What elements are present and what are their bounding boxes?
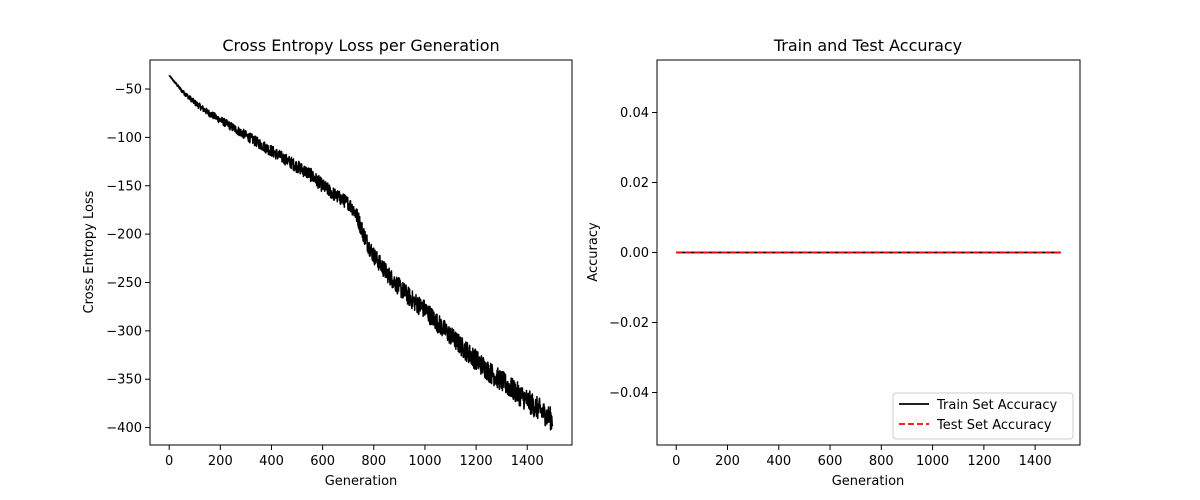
accuracy-x-tick-label: 400: [766, 454, 791, 469]
loss-y-tick-label: −150: [106, 179, 142, 194]
loss-series-line-0: [168, 75, 554, 431]
accuracy-x-tick-label: 1200: [967, 454, 1000, 469]
accuracy-y-tick-label: 0.00: [620, 246, 649, 261]
loss-x-tick-label: 200: [208, 454, 233, 469]
accuracy-legend: Train Set Accuracy Test Set Accuracy: [892, 392, 1074, 440]
loss-x-axis-label: Generation: [325, 474, 398, 489]
loss-x-ticks: 0 200 400 600 800 1000 1200 1400: [165, 445, 544, 469]
accuracy-x-axis-label: Generation: [832, 474, 905, 489]
loss-x-tick-label: 1000: [408, 454, 441, 469]
loss-y-tick-label: −300: [106, 324, 142, 339]
accuracy-y-axis-label: Accuracy: [586, 222, 601, 282]
accuracy-x-ticks: 0 200 400 600 800 1000 1200 1400: [672, 445, 1052, 469]
accuracy-x-tick-label: 0: [672, 454, 680, 469]
loss-chart: Cross Entropy Loss per Generation 0 200 40…: [82, 36, 573, 489]
accuracy-x-tick-label: 600: [818, 454, 843, 469]
loss-chart-title: Cross Entropy Loss per Generation: [222, 36, 499, 55]
loss-plot-frame: [149, 59, 573, 446]
loss-x-tick-label: 800: [361, 454, 386, 469]
loss-x-tick-label: 1200: [460, 454, 493, 469]
loss-y-tick-label: −50: [115, 83, 142, 98]
legend-train-label: Train Set Accuracy: [936, 398, 1057, 413]
loss-y-tick-label: −350: [106, 373, 142, 388]
loss-x-tick-label: 1400: [511, 454, 544, 469]
accuracy-y-tick-label: −0.04: [609, 386, 649, 401]
accuracy-x-tick-label: 800: [869, 454, 894, 469]
legend-test-label: Test Set Accuracy: [936, 418, 1052, 433]
loss-y-ticks: −50 −100 −150 −200 −250 −300 −350 −400: [106, 83, 150, 436]
accuracy-chart: Train and Test Accuracy 0 200 400 600 800 100…: [586, 36, 1081, 489]
accuracy-x-tick-label: 200: [715, 454, 740, 469]
accuracy-y-tick-label: 0.02: [620, 176, 649, 191]
legend-box: [892, 392, 1074, 440]
loss-x-tick-label: 600: [310, 454, 335, 469]
loss-series-layer: [168, 75, 554, 431]
accuracy-x-tick-label: 1000: [916, 454, 949, 469]
loss-y-tick-label: −200: [106, 228, 142, 243]
accuracy-y-tick-label: 0.04: [620, 106, 649, 121]
loss-y-tick-label: −100: [106, 131, 142, 146]
loss-y-tick-label: −250: [106, 276, 142, 291]
accuracy-x-tick-label: 1400: [1019, 454, 1052, 469]
loss-x-tick-label: 400: [259, 454, 284, 469]
accuracy-chart-title: Train and Test Accuracy: [773, 36, 962, 55]
loss-y-axis-label: Cross Entropy Loss: [82, 190, 97, 313]
loss-y-tick-label: −400: [106, 421, 142, 436]
accuracy-y-tick-label: −0.02: [609, 316, 649, 331]
loss-x-tick-label: 0: [165, 454, 173, 469]
accuracy-y-ticks: 0.04 0.02 0.00 −0.02 −0.04: [609, 106, 657, 401]
